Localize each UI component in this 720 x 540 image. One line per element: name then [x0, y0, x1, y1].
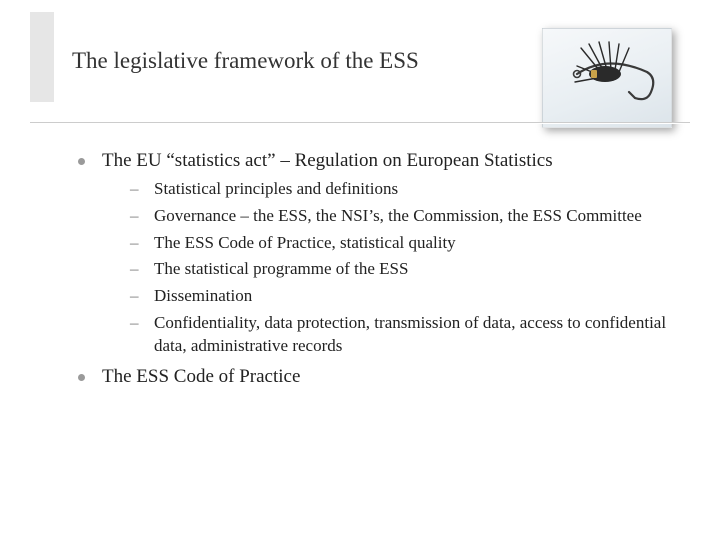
- list-item-text: The ESS Code of Practice, statistical qu…: [154, 233, 456, 252]
- slide-title: The legislative framework of the ESS: [72, 48, 419, 74]
- list-item: The EU “statistics act” – Regulation on …: [76, 148, 676, 358]
- list-item: The ESS Code of Practice, statistical qu…: [124, 232, 676, 255]
- title-accent-box: [30, 12, 54, 102]
- list-item: Confidentiality, data protection, transm…: [124, 312, 676, 358]
- list-item-text: The statistical programme of the ESS: [154, 259, 408, 278]
- list-item-text: The ESS Code of Practice: [102, 366, 300, 387]
- list-item: Governance – the ESS, the NSI’s, the Com…: [124, 205, 676, 228]
- slide-body: The EU “statistics act” – Regulation on …: [76, 148, 676, 396]
- list-item-text: Dissemination: [154, 286, 252, 305]
- list-item-text: Statistical principles and definitions: [154, 179, 398, 198]
- list-item-text: Governance – the ESS, the NSI’s, the Com…: [154, 206, 642, 225]
- list-item: Dissemination: [124, 285, 676, 308]
- list-item: Statistical principles and definitions: [124, 178, 676, 201]
- list-item-text: Confidentiality, data protection, transm…: [154, 313, 666, 355]
- bullet-list-level1: The EU “statistics act” – Regulation on …: [76, 148, 676, 390]
- decorative-image: [542, 28, 672, 128]
- fishing-fly-icon: [547, 34, 667, 122]
- title-separator: [30, 122, 690, 124]
- bullet-list-level2: Statistical principles and definitions G…: [102, 178, 676, 359]
- list-item: The statistical programme of the ESS: [124, 258, 676, 281]
- list-item: The ESS Code of Practice: [76, 364, 676, 390]
- list-item-text: The EU “statistics act” – Regulation on …: [102, 150, 553, 171]
